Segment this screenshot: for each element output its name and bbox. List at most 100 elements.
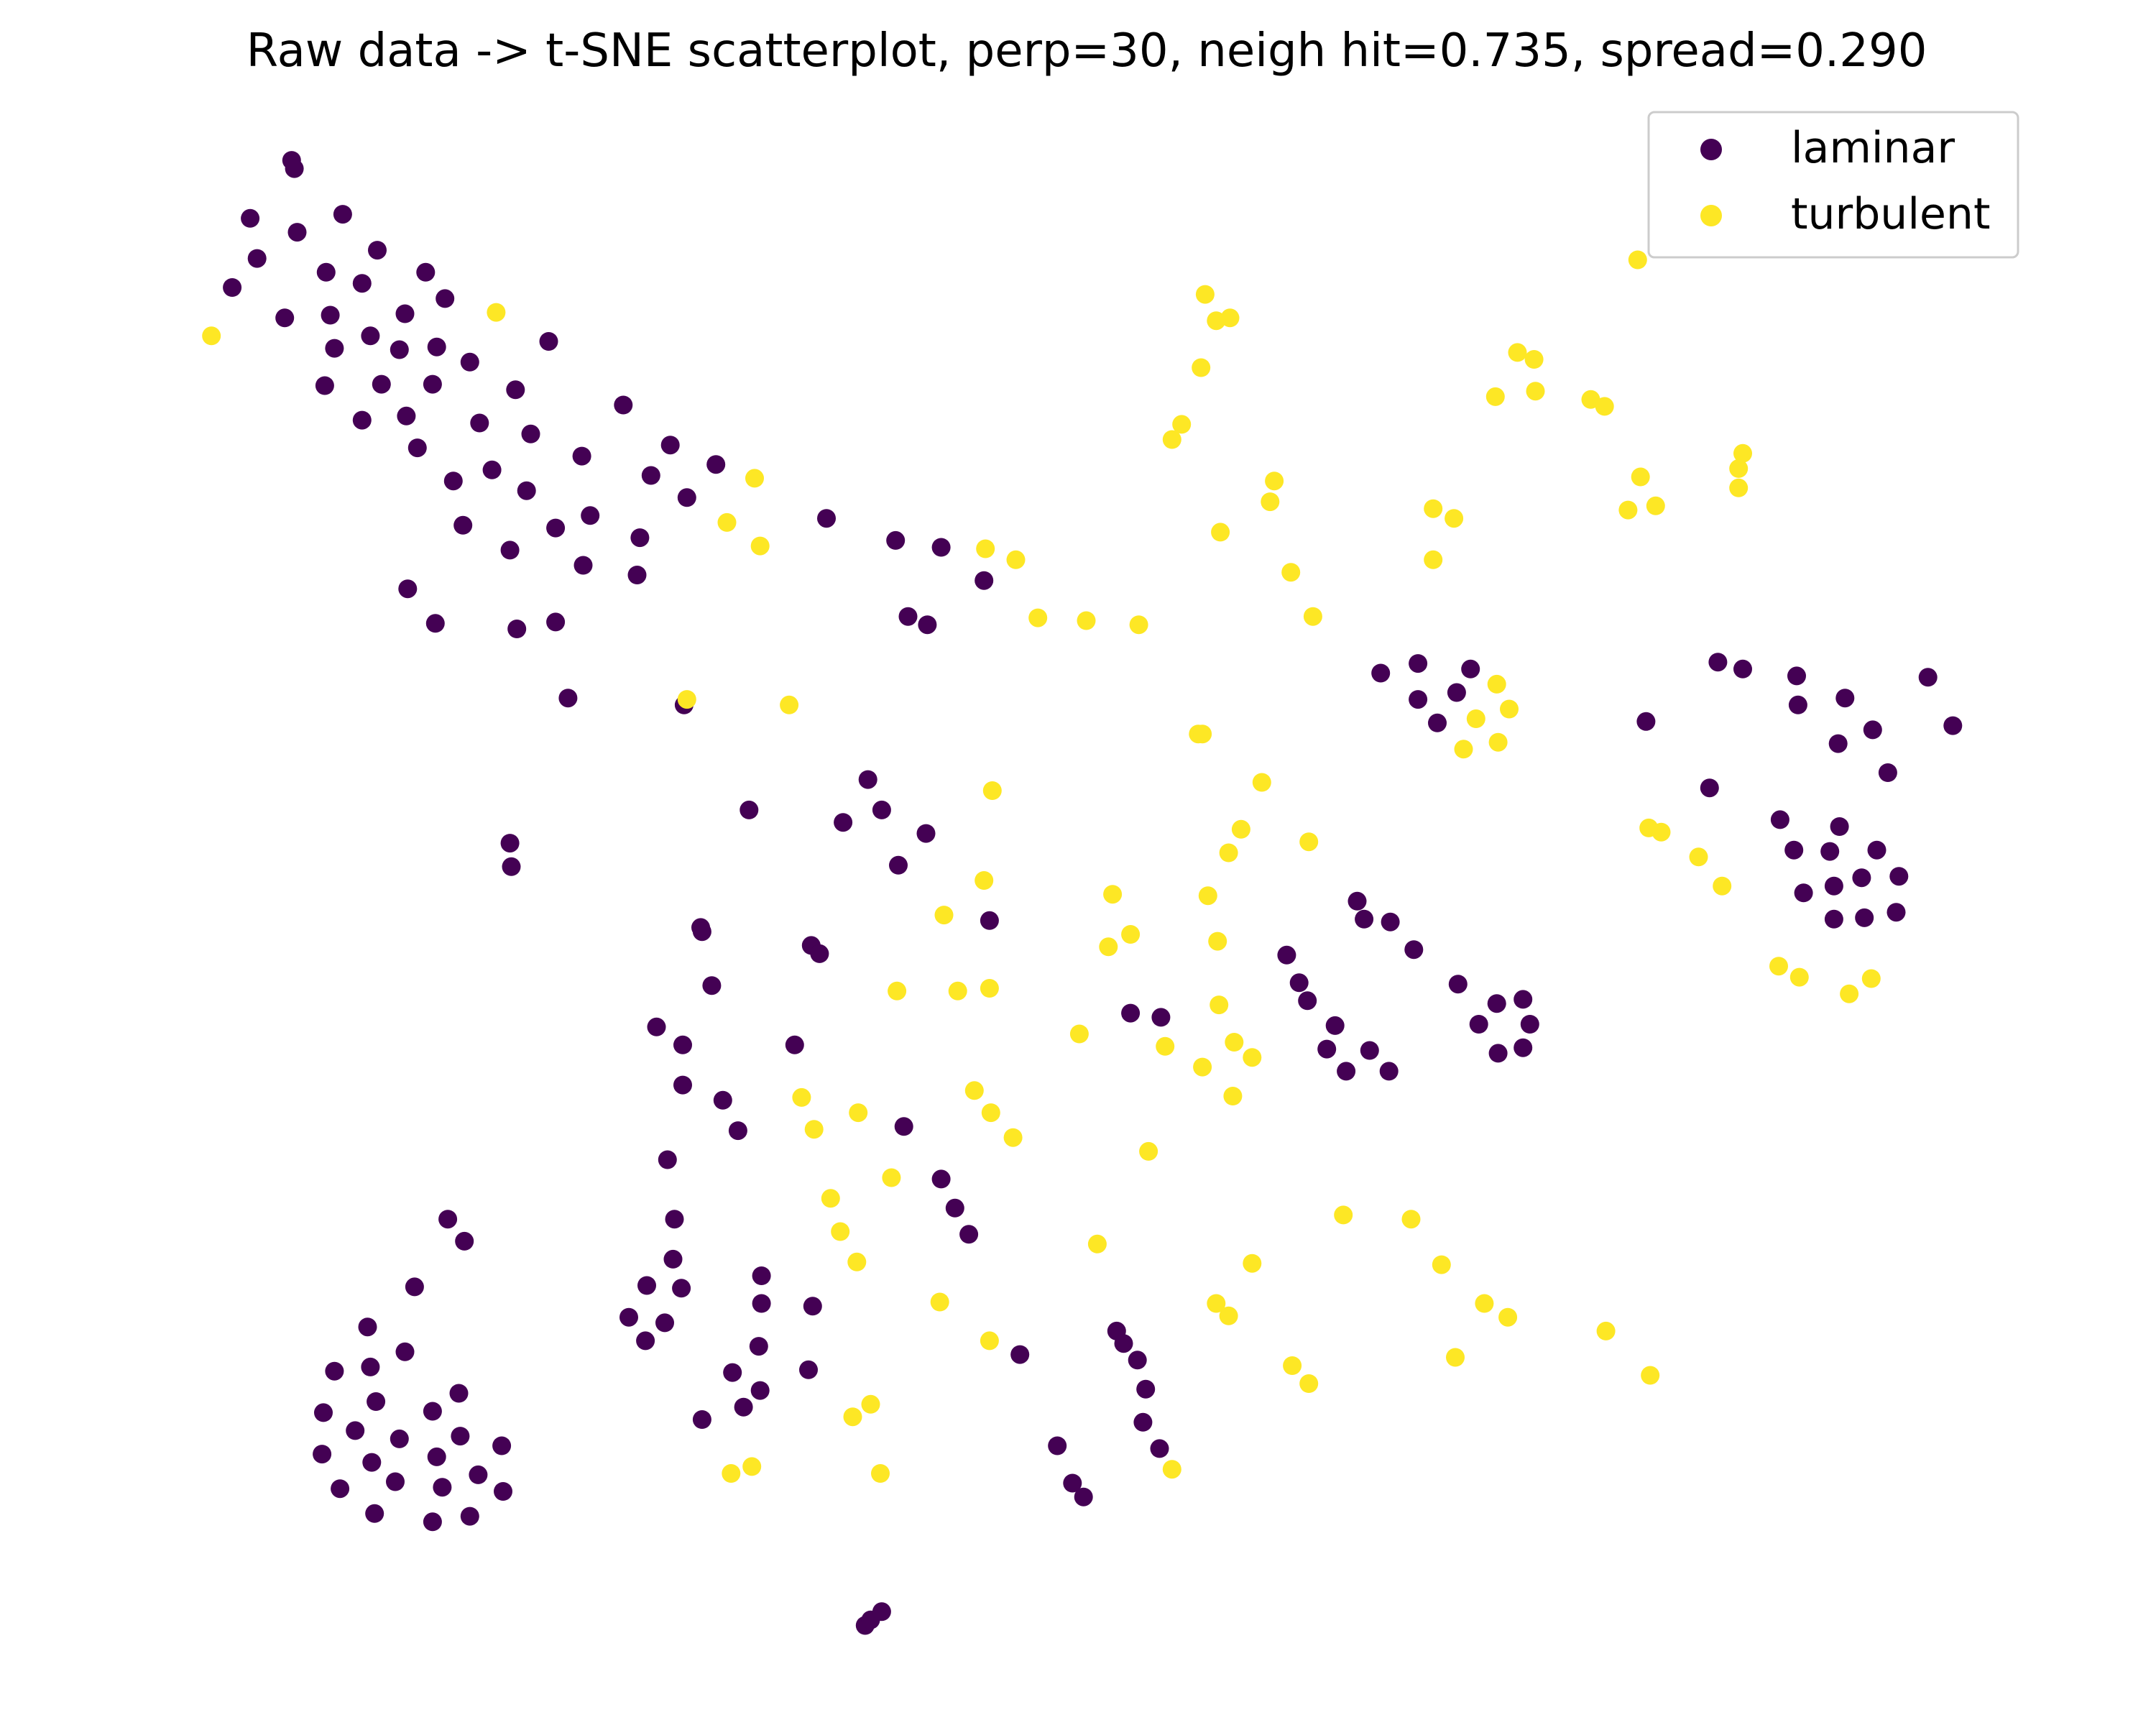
point-laminar: [1469, 1015, 1488, 1034]
point-turbulent: [1261, 492, 1280, 512]
point-turbulent: [980, 1331, 999, 1351]
point-turbulent: [980, 979, 999, 998]
point-laminar: [451, 1427, 470, 1446]
point-laminar: [1355, 909, 1374, 929]
point-turbulent: [1646, 496, 1665, 515]
point-turbulent: [780, 695, 799, 714]
point-turbulent: [1641, 1366, 1660, 1385]
points-layer: [202, 151, 1963, 1635]
point-turbulent: [1424, 499, 1443, 518]
point-laminar: [692, 922, 711, 942]
point-laminar: [627, 566, 647, 584]
point-turbulent: [1485, 387, 1505, 406]
point-turbulent: [1498, 1307, 1518, 1327]
point-laminar: [539, 332, 558, 351]
point-laminar: [1409, 690, 1428, 709]
point-laminar: [1404, 940, 1424, 960]
point-turbulent: [1689, 847, 1708, 867]
point-laminar: [358, 1317, 377, 1337]
point-turbulent: [792, 1087, 811, 1107]
point-laminar: [692, 1410, 711, 1429]
point-laminar: [423, 1512, 442, 1532]
point-turbulent: [1283, 1356, 1302, 1375]
point-laminar: [785, 1035, 804, 1054]
point-laminar: [460, 352, 479, 372]
point-turbulent: [1303, 607, 1322, 626]
point-laminar: [1830, 817, 1849, 836]
point-turbulent: [1475, 1294, 1494, 1313]
point-laminar: [898, 607, 918, 626]
point-laminar: [275, 308, 295, 328]
point-laminar: [405, 1277, 424, 1297]
point-laminar: [287, 223, 307, 242]
point-laminar: [1010, 1345, 1030, 1364]
point-turbulent: [930, 1292, 949, 1312]
point-laminar: [581, 506, 600, 525]
point-laminar: [449, 1384, 469, 1403]
point-turbulent: [1243, 1048, 1262, 1067]
point-laminar: [817, 509, 836, 528]
point-laminar: [314, 1403, 333, 1422]
point-laminar: [346, 1421, 365, 1440]
point-turbulent: [1103, 885, 1123, 904]
point-laminar: [858, 770, 877, 789]
point-laminar: [436, 289, 455, 308]
point-laminar: [241, 208, 260, 228]
point-laminar: [918, 615, 937, 635]
legend-label-turbulent: turbulent: [1791, 189, 1990, 239]
point-laminar: [361, 326, 380, 346]
point-turbulent: [1198, 886, 1217, 906]
point-turbulent: [975, 871, 994, 890]
point-laminar: [706, 455, 726, 474]
point-laminar: [573, 556, 593, 575]
point-turbulent: [487, 303, 506, 322]
point-laminar: [886, 530, 906, 550]
point-laminar: [752, 1266, 771, 1285]
point-laminar: [352, 274, 372, 293]
point-turbulent: [964, 1081, 984, 1100]
point-turbulent: [1500, 699, 1519, 719]
point-laminar: [1151, 1008, 1171, 1027]
point-laminar: [1409, 654, 1428, 673]
point-laminar: [1784, 840, 1804, 860]
point-laminar: [1074, 1487, 1093, 1506]
point-turbulent: [1281, 563, 1301, 582]
point-laminar: [372, 374, 391, 394]
point-turbulent: [1099, 937, 1118, 957]
point-turbulent: [1432, 1255, 1451, 1274]
point-laminar: [1700, 778, 1719, 798]
point-turbulent: [1631, 467, 1650, 487]
point-laminar: [1136, 1379, 1156, 1399]
point-laminar: [395, 304, 415, 323]
point-turbulent: [1219, 1306, 1238, 1325]
point-laminar: [959, 1225, 979, 1244]
point-laminar: [416, 262, 436, 282]
point-laminar: [1852, 868, 1871, 888]
point-laminar: [734, 1397, 753, 1417]
point-laminar: [1878, 763, 1897, 782]
point-laminar: [1461, 659, 1480, 678]
point-turbulent: [1618, 500, 1638, 520]
point-laminar: [672, 1279, 691, 1298]
point-laminar: [799, 1360, 818, 1379]
point-laminar: [325, 339, 344, 358]
point-laminar: [1487, 994, 1506, 1013]
point-laminar: [1317, 1039, 1337, 1059]
point-laminar: [423, 374, 442, 394]
point-laminar: [810, 944, 829, 963]
point-laminar: [728, 1121, 747, 1141]
point-turbulent: [982, 781, 1002, 800]
point-laminar: [1708, 653, 1728, 672]
point-turbulent: [1334, 1205, 1353, 1225]
point-turbulent: [1596, 1321, 1616, 1340]
point-turbulent: [1219, 843, 1238, 862]
point-laminar: [1820, 842, 1840, 861]
point-laminar: [1863, 720, 1882, 740]
point-turbulent: [1526, 382, 1545, 401]
point-laminar: [398, 579, 418, 599]
point-laminar: [872, 1602, 891, 1622]
point-laminar: [506, 380, 525, 400]
point-laminar: [453, 515, 473, 535]
point-turbulent: [1028, 608, 1048, 627]
point-laminar: [313, 1445, 332, 1464]
